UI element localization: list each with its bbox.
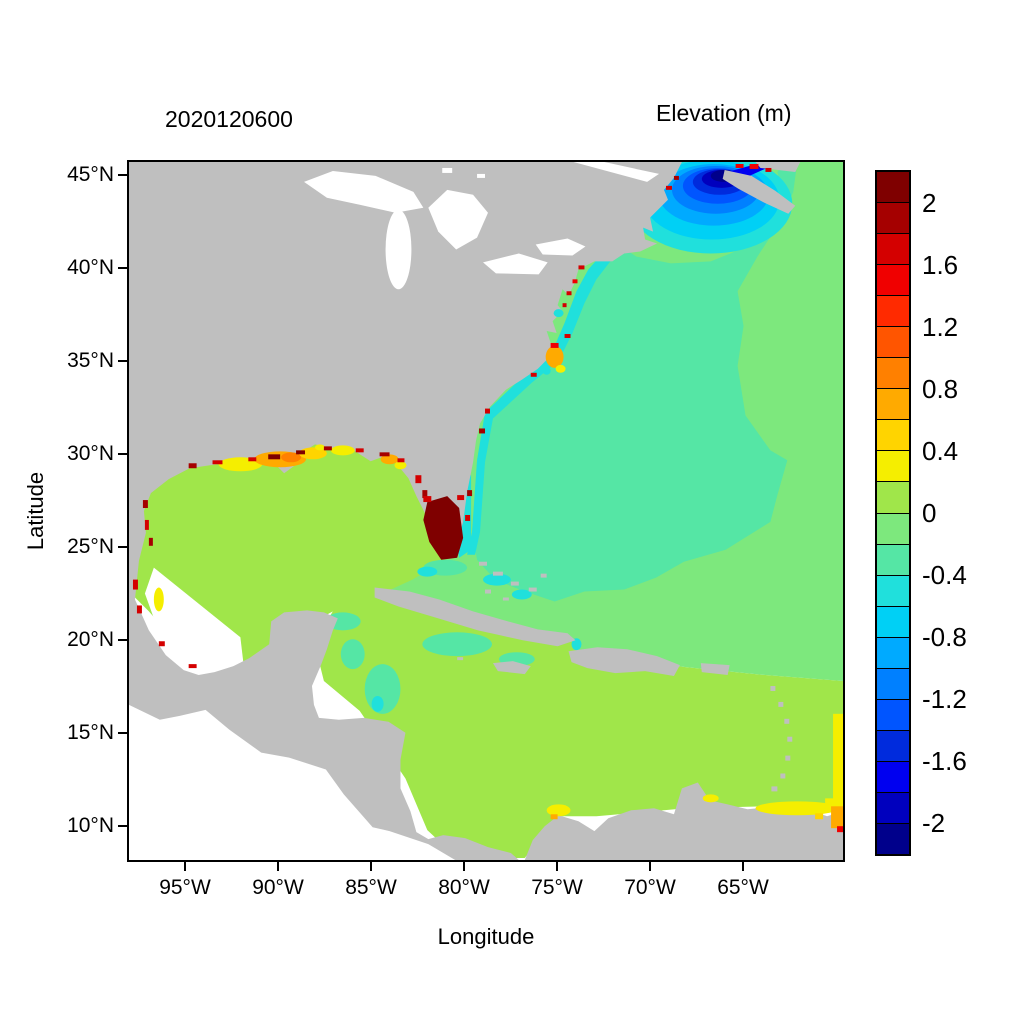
x-tick-label: 75°W	[531, 876, 583, 899]
y-tick-mark	[118, 453, 127, 455]
y-tick-label: 45°N	[67, 163, 114, 186]
land-bahamas-islands	[457, 561, 547, 661]
lake-huron	[428, 189, 488, 250]
colorbar-band	[877, 172, 909, 203]
elevation-heatmap	[129, 162, 843, 860]
colorbar-band	[877, 481, 909, 513]
y-tick-mark	[118, 174, 127, 176]
land-north-america	[129, 162, 682, 860]
y-tick-label: 15°N	[67, 721, 114, 744]
y-tick-mark	[118, 732, 127, 734]
x-tick-mark	[370, 862, 372, 871]
y-tick-mark	[118, 825, 127, 827]
timestamp-title: 2020120600	[165, 106, 293, 132]
lake-michigan	[385, 209, 412, 290]
colorbar-band	[877, 636, 909, 668]
land-south-america	[524, 782, 843, 860]
colorbar-tick-label: -1.6	[922, 746, 967, 776]
colorbar-tick-label: -0.8	[922, 622, 967, 652]
y-tick-label: 20°N	[67, 628, 114, 651]
colorbar-band	[877, 295, 909, 327]
x-tick-label: 90°W	[252, 876, 304, 899]
colorbar-band	[877, 543, 909, 575]
south-american-coast-anomalies	[546, 713, 843, 833]
sw-gulf-no-data-wedge	[144, 567, 245, 672]
y-tick-label: 30°N	[67, 442, 114, 465]
land-new-brunswick	[755, 162, 801, 172]
lake-erie	[483, 253, 548, 275]
st-lawrence-river	[573, 162, 660, 182]
land-nova-scotia	[722, 169, 796, 214]
colorbar-band	[877, 822, 909, 855]
colorbar-band	[877, 760, 909, 792]
x-axis-label: Longitude	[437, 924, 535, 949]
colorbar-tick-label: 0.4	[922, 436, 959, 466]
colorbar-tick-label: 0	[922, 498, 937, 528]
colorbar-band	[877, 667, 909, 699]
colorbar-band	[877, 264, 909, 296]
x-tick-mark	[556, 862, 558, 871]
colorbar-band	[877, 233, 909, 265]
colorbar-tick-label: 1.6	[922, 250, 959, 280]
region-central-atlantic-low	[472, 162, 798, 602]
y-tick-label: 40°N	[67, 256, 114, 279]
land-cuba	[374, 587, 576, 647]
y-tick-mark	[118, 360, 127, 362]
land-hispaniola	[568, 647, 680, 677]
land-lesser-antilles	[770, 685, 793, 792]
x-tick-mark	[277, 862, 279, 871]
sw-florida-surge-maximum	[423, 496, 464, 560]
colorbar-title: Elevation (m)	[656, 100, 792, 126]
colorbar-band	[877, 698, 909, 730]
colorbar-tick-label: -2	[922, 808, 946, 838]
colorbar-band	[877, 419, 909, 451]
land-jamaica	[492, 661, 531, 675]
colorbar-tick-label: 0.8	[922, 374, 959, 404]
great-lakes	[304, 162, 660, 290]
colorbar-tick-label: 2	[922, 188, 937, 218]
x-tick-label: 95°W	[159, 876, 211, 899]
y-tick-label: 25°N	[67, 535, 114, 558]
colorbar-tick-label: 1.2	[922, 312, 959, 342]
x-tick-mark	[742, 862, 744, 871]
y-tick-mark	[118, 639, 127, 641]
colorbar-band	[877, 791, 909, 823]
y-tick-label: 35°N	[67, 349, 114, 372]
lake-superior	[304, 170, 424, 213]
x-tick-label: 80°W	[438, 876, 490, 899]
y-tick-mark	[118, 546, 127, 548]
x-tick-mark	[649, 862, 651, 871]
colorbar-band	[877, 388, 909, 420]
x-tick-label: 65°W	[717, 876, 769, 899]
pamlico-sound-surge	[542, 309, 571, 375]
colorbar-band	[877, 729, 909, 761]
colorbar-band	[877, 450, 909, 482]
land-puerto-rico	[700, 663, 730, 676]
colorbar-band	[877, 357, 909, 389]
map-plot-area	[127, 160, 845, 862]
y-tick-mark	[118, 267, 127, 269]
y-tick-label: 10°N	[67, 814, 114, 837]
coastal-surge-specks	[132, 163, 772, 669]
colorbar-band	[877, 202, 909, 234]
colorbar-band	[877, 326, 909, 358]
x-tick-mark	[463, 862, 465, 871]
colorbar-tick-label: -0.4	[922, 560, 967, 590]
colorbar-band	[877, 574, 909, 606]
x-tick-label: 85°W	[345, 876, 397, 899]
lake-ontario	[535, 238, 586, 256]
colorbar-band	[877, 605, 909, 637]
colorbar-band	[877, 512, 909, 544]
x-tick-label: 70°W	[624, 876, 676, 899]
elevation-colorbar	[875, 170, 911, 856]
colorbar-tick-label: -1.2	[922, 684, 967, 714]
x-tick-mark	[184, 862, 186, 871]
